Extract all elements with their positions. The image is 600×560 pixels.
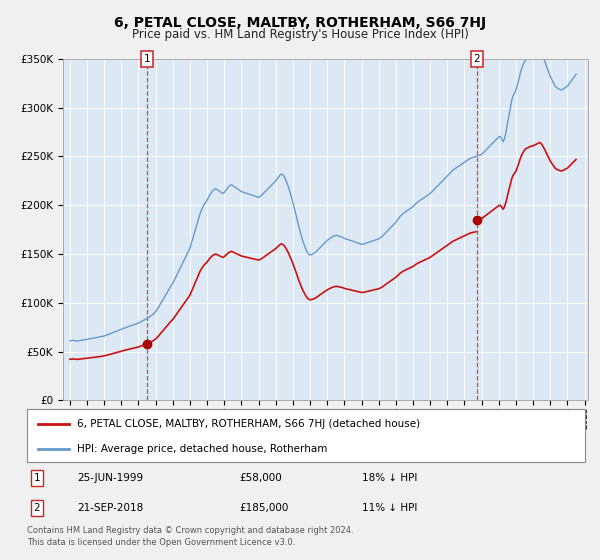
Text: 2: 2: [473, 54, 480, 64]
Text: 18% ↓ HPI: 18% ↓ HPI: [362, 473, 417, 483]
Point: [65, 421, 73, 427]
Point: [65, 445, 73, 452]
Text: 1: 1: [143, 54, 150, 64]
Text: £58,000: £58,000: [239, 473, 282, 483]
Point: [35, 421, 42, 427]
Text: 11% ↓ HPI: 11% ↓ HPI: [362, 503, 417, 514]
Text: 6, PETAL CLOSE, MALTBY, ROTHERHAM, S66 7HJ (detached house): 6, PETAL CLOSE, MALTBY, ROTHERHAM, S66 7…: [77, 419, 421, 429]
Text: 21-SEP-2018: 21-SEP-2018: [77, 503, 143, 514]
Text: HPI: Average price, detached house, Rotherham: HPI: Average price, detached house, Roth…: [77, 444, 328, 454]
Text: £185,000: £185,000: [239, 503, 289, 514]
Text: 6, PETAL CLOSE, MALTBY, ROTHERHAM, S66 7HJ: 6, PETAL CLOSE, MALTBY, ROTHERHAM, S66 7…: [114, 16, 486, 30]
Text: 2: 2: [34, 503, 40, 514]
Text: 25-JUN-1999: 25-JUN-1999: [77, 473, 143, 483]
Text: Contains HM Land Registry data © Crown copyright and database right 2024.
This d: Contains HM Land Registry data © Crown c…: [27, 526, 353, 547]
Text: 1: 1: [34, 473, 40, 483]
Text: Price paid vs. HM Land Registry's House Price Index (HPI): Price paid vs. HM Land Registry's House …: [131, 28, 469, 41]
FancyBboxPatch shape: [27, 409, 585, 462]
Point: [35, 445, 42, 452]
